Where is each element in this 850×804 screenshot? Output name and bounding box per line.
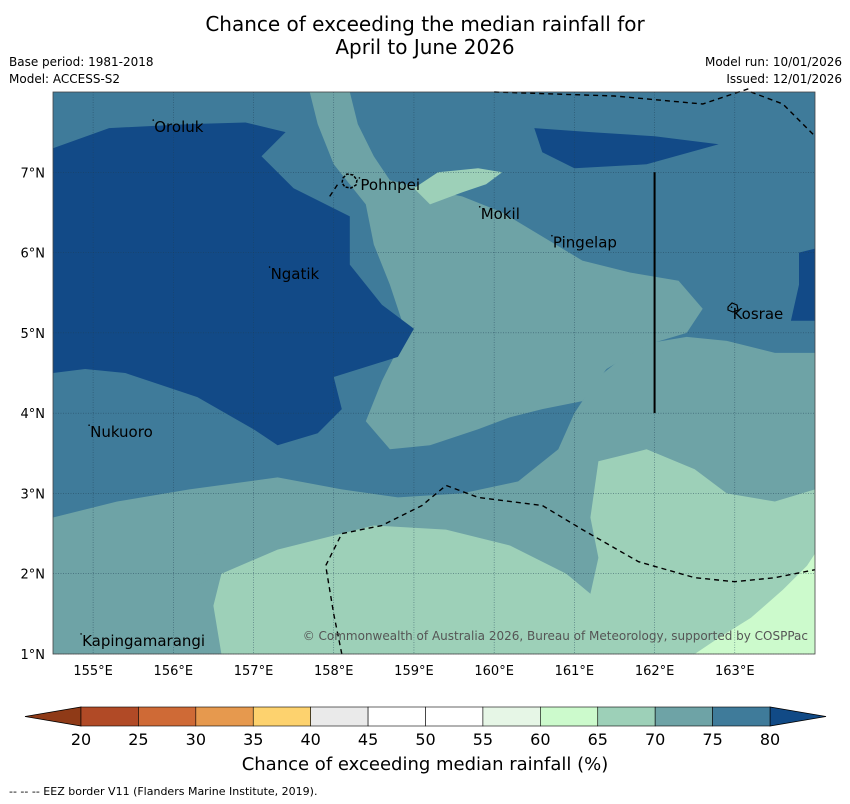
lat-tick-label-1: 2°N: [21, 568, 46, 583]
colorbar-swatch-11: [712, 706, 771, 727]
lon-tick-label-7: 162°E: [635, 664, 675, 679]
colorbar-swatches: [24, 706, 827, 727]
colorbar-tick-20: 20: [71, 730, 91, 749]
place-label-pingelap: Pingelap: [553, 234, 617, 252]
place-label-ngatik: Ngatik: [271, 265, 320, 283]
colorbar-tick-75: 75: [702, 730, 722, 749]
contour-region-3: [309, 92, 703, 450]
contour-region-4: [53, 122, 414, 446]
title-line-1: Chance of exceeding the median rainfall …: [205, 12, 645, 36]
place-marker-0: [152, 119, 155, 121]
colorbar-tick-50: 50: [415, 730, 435, 749]
place-marker-4: [268, 266, 271, 268]
metadata-right: Model run: 10/01/2026 Issued: 12/01/2026: [705, 54, 842, 88]
contour-region-7: [413, 168, 503, 205]
model-text: Model: ACCESS-S2: [9, 72, 121, 86]
place-marker-3: [551, 234, 553, 237]
lon-tick-label-5: 160°E: [474, 664, 514, 679]
colorbar-swatch-4: [310, 706, 369, 727]
contour-region-8: [173, 553, 222, 586]
place-label-oroluk: Oroluk: [154, 118, 203, 136]
place-marker-2: [478, 206, 481, 208]
title-line-2: April to June 2026: [335, 35, 515, 59]
contour-region-1: [213, 449, 815, 654]
colorbar-under-arrow: [24, 706, 82, 727]
place-label-kosrae: Kosrae: [733, 305, 784, 323]
map-frame: [52, 91, 816, 655]
place-label-mokil: Mokil: [481, 205, 520, 223]
colorbar-tick-80: 80: [760, 730, 780, 749]
rainfall-map: Oroluk Pohnpei Mokil Pingelap Ngatik Kosrae Nu…: [21, 87, 816, 679]
eez-line-3: [329, 183, 339, 197]
colorbar-swatch-8: [540, 706, 599, 727]
lat-tick-label-5: 6°N: [21, 247, 46, 262]
map-title: Chance of exceeding the median rainfall …: [0, 13, 850, 59]
eez-footnote: -- -- -- EEZ border V11 (Flanders Marine…: [9, 785, 318, 798]
kosrae-island-icon: [727, 302, 739, 313]
latitude-tick-labels: 1°N 2°N 3°N 4°N 5°N 6°N 7°N: [21, 166, 46, 663]
copyright-text: © Commonwealth of Australia 2026, Bureau…: [303, 629, 808, 643]
colorbar-tick-25: 25: [128, 730, 148, 749]
colorbar-swatch-5: [367, 706, 426, 727]
contour-region-2: [694, 553, 815, 654]
place-label-pohnpei: Pohnpei: [360, 176, 420, 194]
lon-tick-label-6: 161°E: [555, 664, 595, 679]
lon-tick-label-2: 157°E: [234, 664, 274, 679]
island-shapes: [341, 173, 739, 313]
colorbar-tick-40: 40: [300, 730, 320, 749]
colorbar-swatch-3: [252, 706, 311, 727]
colorbar-swatch-6: [425, 706, 484, 727]
colorbar-tick-labels: 20 25 30 35 40 45 50 55 60 65 70 75 80: [71, 730, 780, 749]
lon-tick-label-1: 156°E: [154, 664, 194, 679]
lat-tick-label-6: 7°N: [21, 166, 46, 181]
place-labels: Oroluk Pohnpei Mokil Pingelap Ngatik Kosrae Nu…: [80, 118, 783, 650]
colorbar-swatch-2: [195, 706, 254, 727]
colorbar-label: Chance of exceeding median rainfall (%): [241, 754, 609, 775]
lon-tick-label-4: 159°E: [394, 664, 434, 679]
colorbar-swatch-10: [654, 706, 713, 727]
lat-tick-label-4: 5°N: [21, 327, 46, 342]
lon-tick-label-3: 158°E: [314, 664, 354, 679]
issued-text: Issued: 12/01/2026: [726, 72, 842, 86]
colorbar-over-arrow: [769, 706, 827, 727]
eez-line-0: [494, 87, 752, 105]
contour-region-5: [534, 128, 719, 169]
colorbar-tick-60: 60: [530, 730, 550, 749]
colorbar-tick-65: 65: [588, 730, 608, 749]
place-marker-7: [80, 633, 82, 635]
metadata-left: Base period: 1981-2018 Model: ACCESS-S2: [9, 54, 154, 88]
contour-region-6: [790, 248, 815, 321]
colorbar-tick-35: 35: [243, 730, 263, 749]
eez-borders: [324, 87, 816, 655]
lat-tick-label-0: 1°N: [21, 648, 46, 663]
place-label-nukuoro: Nukuoro: [90, 423, 153, 441]
colorbar-tick-70: 70: [645, 730, 665, 749]
colorbar-tick-55: 55: [473, 730, 493, 749]
colorbar-swatch-0: [80, 706, 139, 727]
colorbar-swatch-1: [138, 706, 197, 727]
lon-tick-label-8: 163°E: [715, 664, 755, 679]
place-label-kapingamarangi: Kapingamarangi: [82, 632, 205, 650]
place-marker-5: [730, 306, 733, 308]
eez-line-2: [324, 484, 816, 655]
pohnpei-island-icon: [341, 173, 358, 189]
place-marker-6: [88, 424, 90, 426]
rainfall-contours: [53, 92, 815, 654]
colorbar-tick-30: 30: [186, 730, 206, 749]
eez-line-1: [750, 91, 816, 137]
lat-tick-label-2: 3°N: [21, 487, 46, 502]
place-marker-1: [358, 177, 361, 179]
colorbar-tick-45: 45: [358, 730, 378, 749]
lon-tick-label-0: 155°E: [73, 664, 113, 679]
model-run-text: Model run: 10/01/2026: [704, 55, 842, 69]
base-period-text: Base period: 1981-2018: [9, 55, 154, 69]
colorbar: 20 25 30 35 40 45 50 55 60 65 70 75 80: [24, 706, 827, 749]
lat-tick-label-3: 4°N: [21, 407, 46, 422]
colorbar-swatch-7: [482, 706, 541, 727]
longitude-tick-labels: 155°E 156°E 157°E 158°E 159°E 160°E 161°E 162°E…: [73, 664, 754, 679]
colorbar-swatch-9: [597, 706, 656, 727]
